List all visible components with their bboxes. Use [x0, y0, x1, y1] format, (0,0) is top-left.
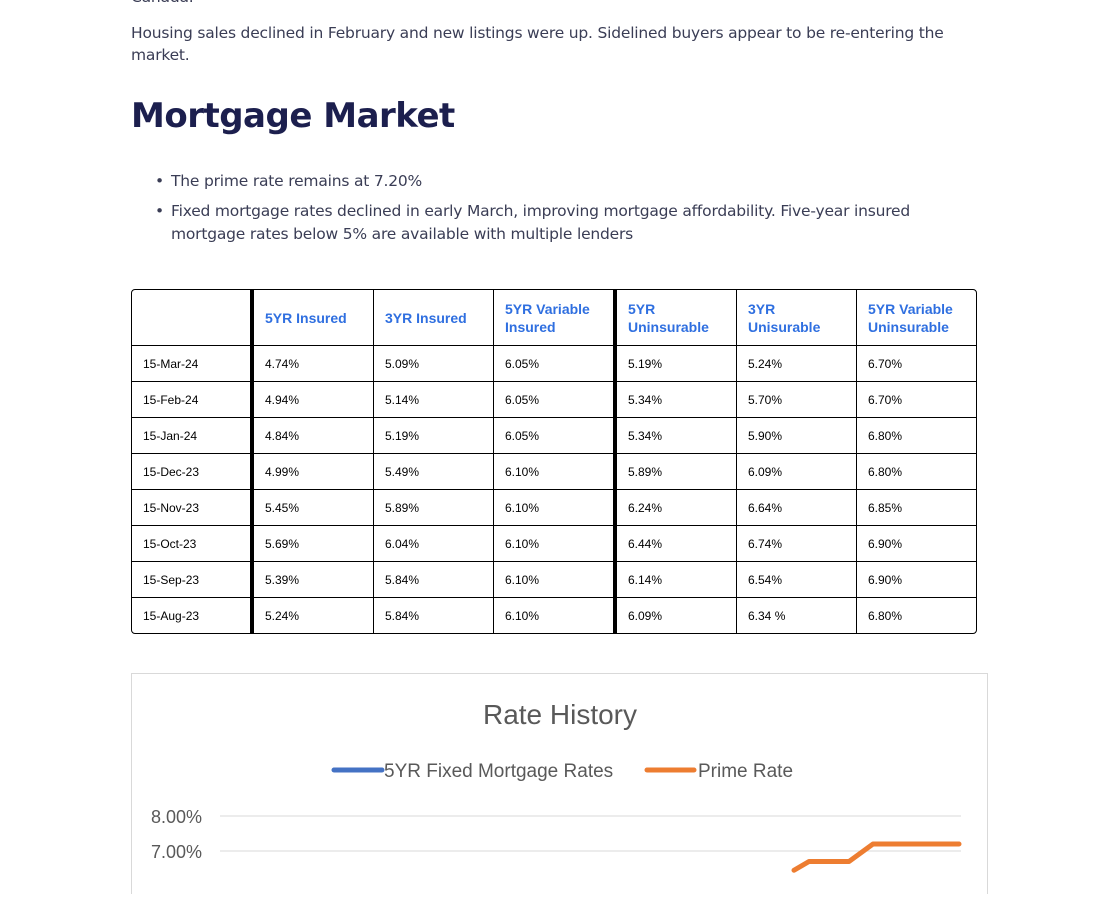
- column-header: 3YR Insured: [374, 290, 494, 346]
- rate-cell: 6.90%: [857, 562, 976, 598]
- y-tick-label: 7.00%: [151, 842, 202, 862]
- rate-cell: 6.09%: [737, 454, 857, 490]
- rate-cell: 5.34%: [617, 382, 737, 418]
- rate-cell: 6.70%: [857, 346, 976, 382]
- y-tick-label: 8.00%: [151, 807, 202, 827]
- date-cell: 15-Dec-23: [132, 454, 254, 490]
- rate-cell: 5.89%: [617, 454, 737, 490]
- rate-cell: 6.10%: [494, 490, 617, 526]
- date-cell: 15-Feb-24: [132, 382, 254, 418]
- rate-cell: 6.05%: [494, 346, 617, 382]
- rate-cell: 6.80%: [857, 418, 976, 454]
- rate-cell: 6.90%: [857, 526, 976, 562]
- rate-cell: 4.74%: [254, 346, 374, 382]
- rate-history-chart: Rate History 5YR Fixed Mortgage Rates Pr…: [131, 673, 988, 894]
- date-cell: 15-Sep-23: [132, 562, 254, 598]
- rate-cell: 5.19%: [374, 418, 494, 454]
- rate-cell: 6.05%: [494, 382, 617, 418]
- column-header: 5YR Variable Insured: [494, 290, 617, 346]
- page-heading: Mortgage Market: [131, 96, 455, 136]
- rate-cell: 6.10%: [494, 598, 617, 633]
- table-row: 15-Oct-23 5.69% 6.04% 6.10% 6.44% 6.74% 6.90%: [132, 526, 976, 562]
- rate-cell: 6.09%: [617, 598, 737, 633]
- rate-cell: 6.04%: [374, 526, 494, 562]
- rates-table: 5YR Insured 3YR Insured 5YR Variable Insur…: [131, 289, 977, 634]
- table-row: 15-Aug-23 5.24% 5.84% 6.10% 6.09% 6.34 % 6.80%: [132, 598, 976, 633]
- list-item: The prime rate remains at 7.20%: [155, 170, 971, 193]
- rate-cell: 6.10%: [494, 454, 617, 490]
- rate-cell: 6.80%: [868, 608, 903, 623]
- table-row: 15-Mar-24 4.74% 5.09% 6.05% 5.19% 5.24% 6.70%: [132, 346, 976, 382]
- table-row: 15-Sep-23 5.39% 5.84% 6.10% 6.14% 6.54% 6.90%: [132, 562, 976, 598]
- table-row: 15-Dec-23 4.99% 5.49% 6.10% 5.89% 6.09% 6.80%: [132, 454, 976, 490]
- rate-cell: 6.70%: [857, 382, 976, 418]
- column-header: [132, 290, 254, 346]
- rate-cell: 6.44%: [617, 526, 737, 562]
- rate-cell: 5.90%: [737, 418, 857, 454]
- rate-cell: 5.49%: [374, 454, 494, 490]
- column-header: 3YR Unisurable: [737, 290, 857, 346]
- table-row: 15-Feb-24 4.94% 5.14% 6.05% 5.34% 5.70% 6.70%: [132, 382, 976, 418]
- rate-cell: 4.94%: [254, 382, 374, 418]
- intro-paragraph: Housing sales declined in February and n…: [131, 24, 944, 64]
- rate-cell: 5.45%: [254, 490, 374, 526]
- bullet-list: The prime rate remains at 7.20% Fixed mo…: [131, 170, 971, 253]
- list-item: Fixed mortgage rates declined in early M…: [155, 200, 971, 246]
- rate-cell: 5.39%: [254, 562, 374, 598]
- rate-cell: 5.69%: [254, 526, 374, 562]
- rate-cell: 6.80%: [857, 454, 976, 490]
- rate-cell: 5.14%: [374, 382, 494, 418]
- rate-cell: 5.70%: [737, 382, 857, 418]
- rate-cell: 5.24%: [254, 598, 374, 633]
- rate-cell: 6.05%: [494, 418, 617, 454]
- rate-cell: 4.84%: [254, 418, 374, 454]
- table-row: 15-Nov-23 5.45% 5.89% 6.10% 6.24% 6.64% 6.85%: [132, 490, 976, 526]
- chart-title: Rate History: [483, 699, 637, 730]
- table-row: 15-Jan-24 4.84% 5.19% 6.05% 5.34% 5.90% 6.80%: [132, 418, 976, 454]
- legend-label-prime: Prime Rate: [698, 761, 793, 782]
- rate-cell: 6.10%: [494, 526, 617, 562]
- column-header: 5YR Uninsurable: [617, 290, 737, 346]
- rate-cell: 5.84%: [374, 562, 494, 598]
- rate-cell: 6.24%: [617, 490, 737, 526]
- rate-cell: 4.99%: [254, 454, 374, 490]
- column-header: 5YR Insured: [254, 290, 374, 346]
- prime-rate-line: [791, 841, 962, 873]
- date-cell: 15-Jan-24: [132, 418, 254, 454]
- legend-label-5yr: 5YR Fixed Mortgage Rates: [384, 761, 613, 782]
- rate-cell: 6.64%: [737, 490, 857, 526]
- date-cell: 15-Oct-23: [132, 526, 254, 562]
- rate-cell: 5.09%: [374, 346, 494, 382]
- rate-cell: 6.10%: [494, 562, 617, 598]
- column-header: 5YR Variable Uninsurable: [857, 290, 976, 346]
- rate-cell: 5.84%: [374, 598, 494, 633]
- rate-cell: 6.34 %: [737, 598, 857, 633]
- date-cell: 15-Aug-23: [132, 598, 254, 633]
- rate-cell: 5.34%: [617, 418, 737, 454]
- intro-cut-text: Canada.: [131, 0, 991, 8]
- rate-cell: 6.74%: [737, 526, 857, 562]
- rate-cell: 5.19%: [617, 346, 737, 382]
- rate-cell: 6.85%: [857, 490, 976, 526]
- rate-cell: 6.14%: [617, 562, 737, 598]
- rate-cell: 5.24%: [737, 346, 857, 382]
- rate-cell: 5.89%: [374, 490, 494, 526]
- rate-cell: 6.54%: [737, 562, 857, 598]
- date-cell: 15-Mar-24: [132, 346, 254, 382]
- date-cell: 15-Nov-23: [132, 490, 254, 526]
